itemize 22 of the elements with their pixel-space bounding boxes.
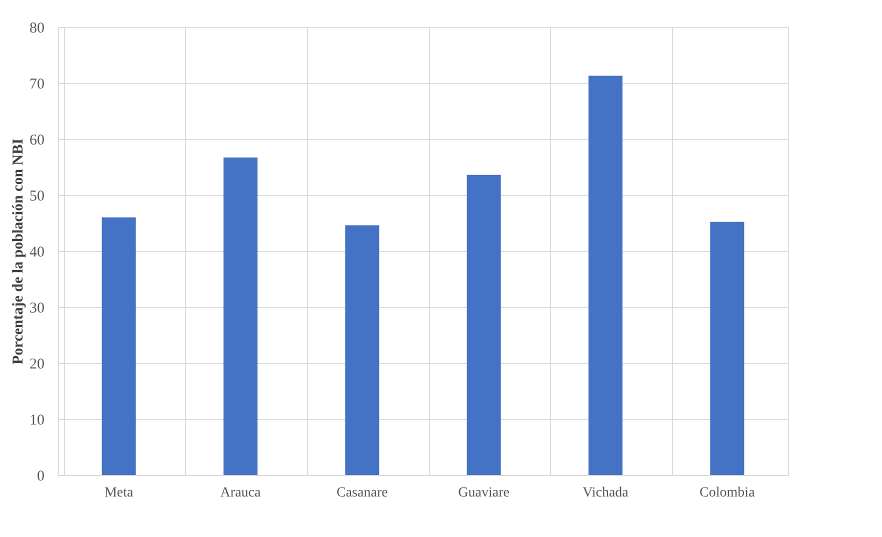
- y-tick-label: 70: [30, 76, 44, 92]
- bar: [588, 76, 622, 475]
- y-tick-label: 10: [30, 412, 44, 428]
- y-tick-label: 50: [30, 188, 44, 204]
- bar: [224, 157, 258, 475]
- y-tick-label: 60: [30, 132, 44, 148]
- x-tick-label: Vichada: [582, 486, 630, 500]
- x-tick-label: Casanare: [336, 486, 388, 500]
- x-tick-label: Arauca: [220, 486, 262, 500]
- y-tick-label: 80: [30, 20, 44, 36]
- x-tick-label: Guaviare: [458, 486, 510, 500]
- bar: [710, 222, 744, 475]
- x-tick-label: Colombia: [700, 486, 756, 500]
- bar: [345, 225, 380, 475]
- bar: [102, 217, 136, 475]
- y-tick-label: 30: [30, 300, 44, 316]
- x-tick-label: Meta: [104, 486, 134, 500]
- y-tick-label: 0: [37, 468, 44, 484]
- y-axis-title: Porcentaje de la población con NBI: [10, 138, 26, 364]
- y-tick-label: 40: [30, 244, 44, 260]
- y-tick-label: 20: [30, 356, 44, 372]
- bar: [466, 174, 501, 475]
